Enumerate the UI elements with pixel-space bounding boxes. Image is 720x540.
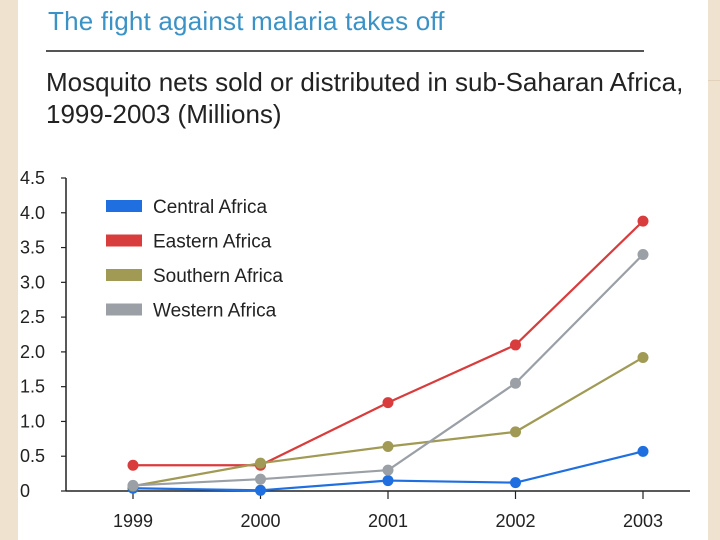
legend-label: Central Africa <box>153 197 267 218</box>
data-point-western-africa <box>255 473 266 485</box>
series-line-eastern-africa <box>133 220 644 467</box>
slide-accent-right <box>708 0 720 540</box>
legend-swatch <box>106 234 142 247</box>
legend-label: Eastern Africa <box>153 232 272 253</box>
y-tick-label: 0.5 <box>20 446 45 466</box>
data-point-central-africa <box>510 477 521 489</box>
data-point-western-africa <box>127 479 139 491</box>
data-point-central-africa <box>637 445 649 457</box>
y-tick-label: 0 <box>20 481 30 501</box>
data-point-southern-africa <box>255 457 266 469</box>
chart-title: Mosquito nets sold or distributed in sub… <box>46 67 684 129</box>
y-tick-label: 4.0 <box>20 203 45 223</box>
figure-header: The fight against malaria takes off <box>48 6 445 36</box>
legend-label: Western Africa <box>153 301 277 322</box>
header-rule <box>46 50 644 52</box>
y-tick-label: 2.5 <box>20 307 45 327</box>
legend-swatch <box>106 269 142 281</box>
y-tick-label: 3.5 <box>20 238 45 258</box>
legend-label: Southern Africa <box>153 266 283 287</box>
data-point-eastern-africa <box>382 397 394 409</box>
y-tick-label: 1.5 <box>20 377 45 397</box>
series-layer <box>127 215 649 496</box>
chart-legend: Central Africa Eastern Africa Southern Afr… <box>106 197 283 322</box>
data-point-southern-africa <box>510 426 521 438</box>
slide-accent-left <box>0 0 20 540</box>
data-point-western-africa <box>637 249 649 261</box>
legend-swatch <box>106 303 142 316</box>
data-point-western-africa <box>382 464 394 476</box>
x-tick-label: 2001 <box>368 511 408 531</box>
y-tick-label: 2.0 <box>20 342 45 362</box>
y-tick-label: 3.0 <box>20 272 45 292</box>
y-tick-label: 1.0 <box>20 411 45 431</box>
x-tick-label: 2002 <box>495 511 535 531</box>
slide-decoration-line <box>700 80 720 81</box>
x-tick-label: 2000 <box>240 511 280 531</box>
data-point-eastern-africa <box>127 459 139 471</box>
data-point-eastern-africa <box>510 339 521 351</box>
data-point-central-africa <box>255 484 266 496</box>
data-point-southern-africa <box>637 351 649 363</box>
legend-swatch <box>106 200 142 212</box>
data-point-western-africa <box>510 377 521 389</box>
x-tick-label: 1999 <box>113 511 153 531</box>
chart-axes: 0 0.5 1.0 1.5 2.0 2.5 3.0 3.5 4.0 4.5 1999 2000 2001… <box>20 168 690 531</box>
data-point-eastern-africa <box>637 215 649 227</box>
x-tick-label: 2003 <box>623 511 663 531</box>
data-point-southern-africa <box>382 440 394 452</box>
y-tick-label: 4.5 <box>20 168 45 188</box>
data-point-central-africa <box>382 475 394 487</box>
